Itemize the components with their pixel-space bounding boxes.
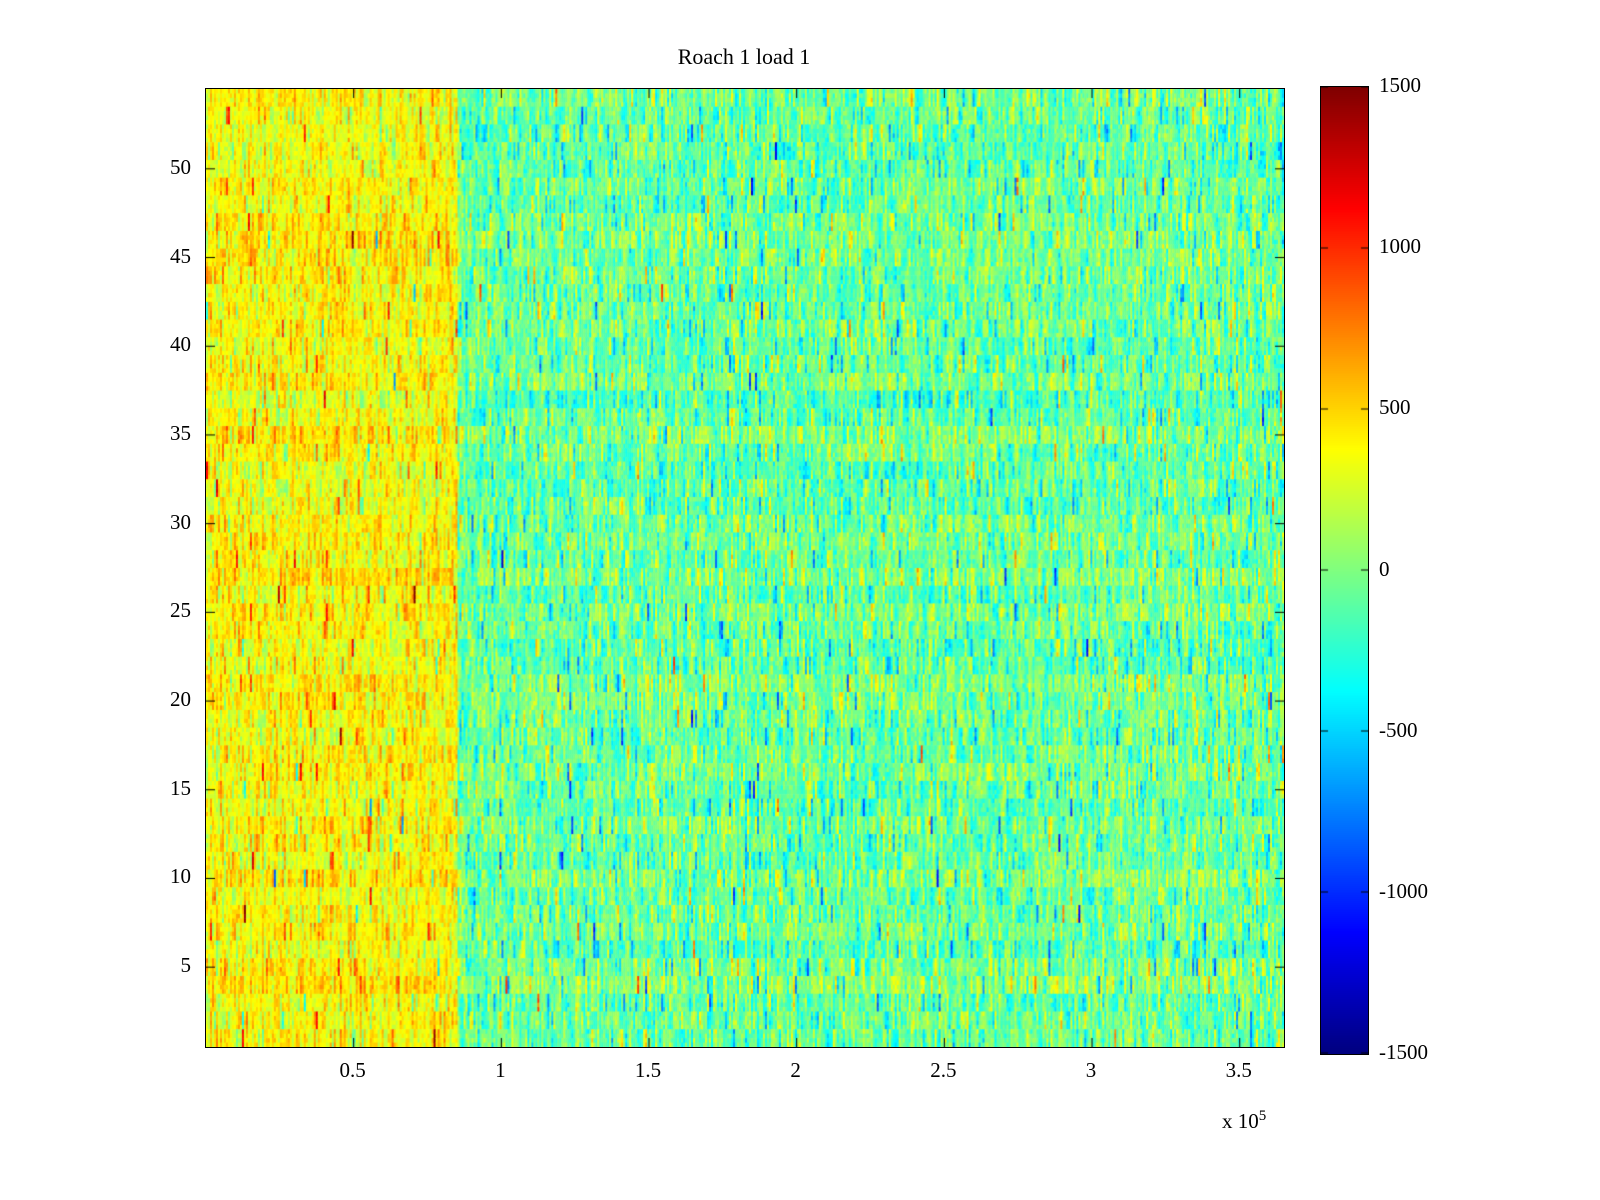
colorbar-tick-label: -500	[1379, 717, 1418, 742]
colorbar-tick-label: 1500	[1379, 73, 1421, 97]
colorbar-tick-label: 1000	[1379, 234, 1421, 259]
x-tick-label: 3	[1085, 1058, 1097, 1082]
x-axis-multiplier-exponent: 5	[1258, 1108, 1267, 1124]
x-tick-label: 1	[495, 1058, 506, 1082]
y-tick-label: 5	[180, 953, 192, 978]
x-tick-label: 2.5	[930, 1058, 957, 1082]
y-tick-label: 45	[170, 243, 191, 268]
x-axis-multiplier-base: x 10	[1222, 1109, 1259, 1133]
x-axis-multiplier: x 105	[1222, 1108, 1266, 1134]
y-tick-label: 30	[170, 509, 191, 534]
heatmap-canvas	[205, 88, 1285, 1048]
colorbar-tick-label: -1000	[1379, 878, 1428, 903]
y-tick-label: 10	[170, 864, 191, 889]
x-tick-label: 0.5	[339, 1058, 366, 1082]
colorbar-tick-label: 500	[1379, 395, 1411, 420]
y-tick-label: 20	[170, 687, 191, 712]
y-tick-label: 25	[170, 598, 191, 623]
y-tick-label: 50	[170, 154, 191, 179]
colorbar-canvas	[1320, 86, 1369, 1055]
colorbar-tick-label: 0	[1379, 556, 1390, 581]
y-tick-label: 35	[170, 420, 191, 445]
x-tick-label: 1.5	[634, 1058, 662, 1082]
y-tick-label: 40	[170, 332, 191, 357]
y-tick-label: 15	[170, 775, 191, 800]
colorbar-tick-label: -1500	[1379, 1040, 1428, 1064]
x-tick-label: 3.5	[1225, 1058, 1252, 1082]
x-tick-label: 2	[790, 1058, 801, 1082]
chart-title: Roach 1 load 1	[677, 44, 811, 69]
